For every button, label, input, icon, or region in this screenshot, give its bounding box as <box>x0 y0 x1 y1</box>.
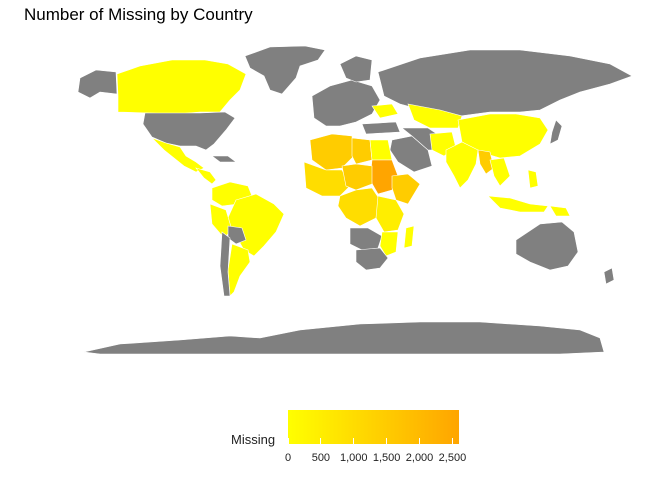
country-north-africa-west <box>309 133 355 171</box>
country-chad <box>341 163 373 191</box>
country-australia <box>515 221 579 271</box>
country-libya <box>351 137 373 165</box>
country-central-america <box>195 167 217 185</box>
country-new-zealand <box>603 267 615 285</box>
map-title: Number of Missing by Country <box>24 5 253 24</box>
country-indonesia <box>487 195 549 213</box>
country-madagascar <box>403 225 415 249</box>
country-east-africa <box>375 195 405 233</box>
legend-color-bar <box>288 410 459 444</box>
country-angola <box>349 227 383 251</box>
country-scandinavia <box>339 55 373 83</box>
country-europe <box>311 79 381 127</box>
country-egypt <box>369 139 393 161</box>
legend-tick-label: 0 <box>284 452 292 464</box>
country-mexico <box>151 137 205 173</box>
country-southeast-asia <box>489 157 511 187</box>
country-ethiopia <box>391 173 421 205</box>
country-usa <box>142 111 236 151</box>
legend-tick-mark <box>419 438 421 444</box>
country-kazakhstan <box>407 103 463 129</box>
legend-tick-mark <box>353 438 355 444</box>
country-alaska <box>77 69 118 99</box>
world-map <box>77 45 633 355</box>
country-bolivia <box>227 225 247 245</box>
country-west-africa <box>303 161 351 197</box>
legend-tick-mark <box>320 438 322 444</box>
country-antarctica <box>83 321 605 355</box>
country-turkey <box>361 121 401 135</box>
legend-tick-label: 2,000 <box>405 452 434 464</box>
legend-tick-label: 2,500 <box>438 452 467 464</box>
country-japan <box>549 119 563 145</box>
country-canada <box>116 59 247 115</box>
legend-tick-mark <box>451 438 453 444</box>
legend-tick-mark <box>287 438 289 444</box>
legend-tick-label: 1,000 <box>340 452 368 464</box>
country-chile <box>219 231 231 297</box>
legend-tick-label: 1,500 <box>372 452 401 464</box>
country-mozambique <box>379 231 399 257</box>
country-southern-africa <box>355 247 389 271</box>
country-myanmar <box>477 149 495 175</box>
country-central-africa <box>337 187 381 227</box>
country-philippines <box>527 169 539 189</box>
country-india <box>445 141 479 189</box>
legend-title: Missing <box>231 432 276 447</box>
country-greenland <box>244 45 326 95</box>
country-png <box>549 205 571 217</box>
country-ukraine <box>371 103 399 119</box>
legend-tick-mark <box>386 438 388 444</box>
country-cuba <box>211 155 237 163</box>
legend-tick-label: 500 <box>311 452 331 464</box>
country-argentina <box>227 243 251 297</box>
